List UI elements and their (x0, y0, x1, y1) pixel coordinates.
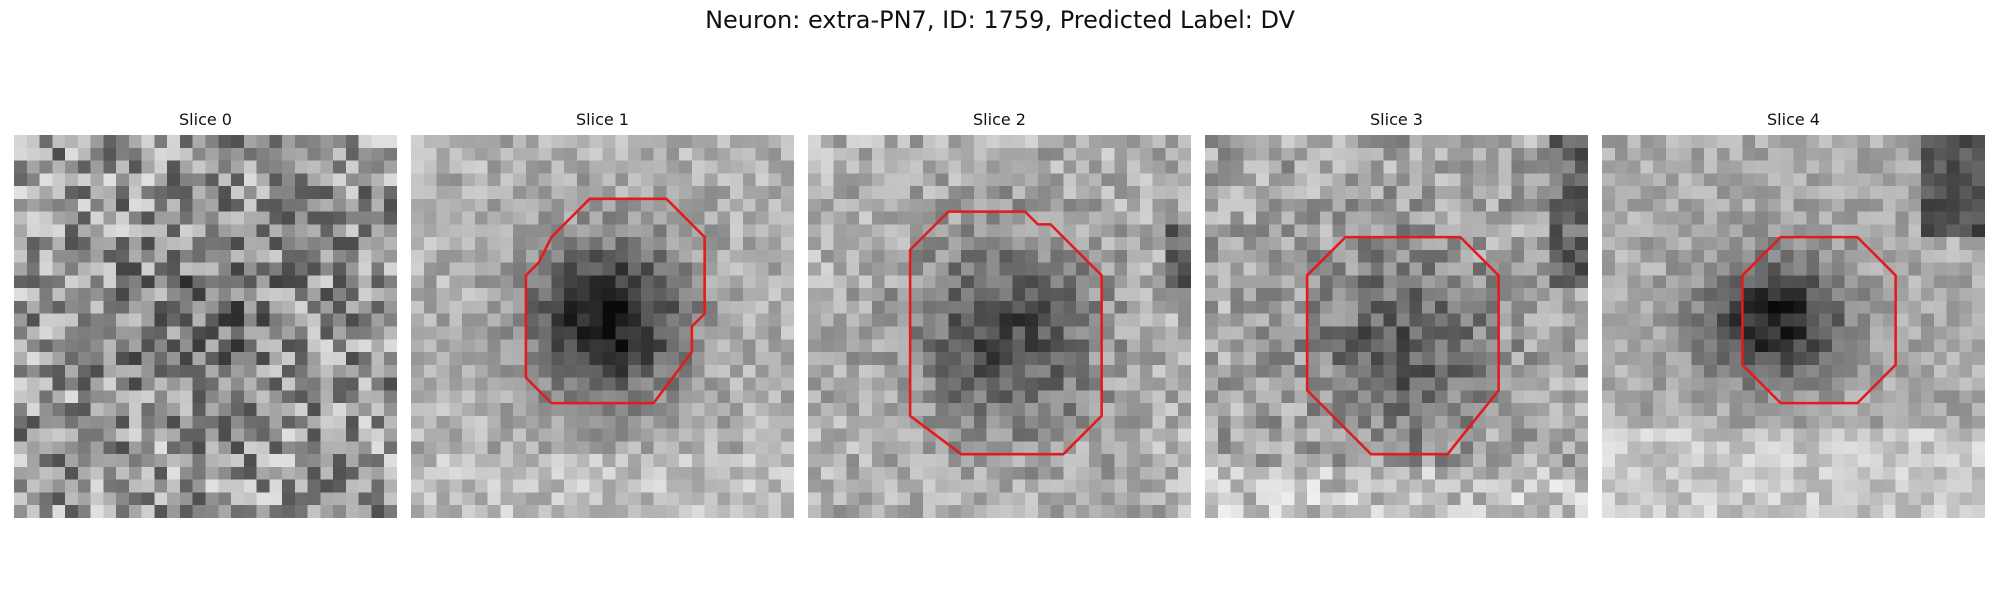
slice-image (808, 135, 1191, 518)
slice-title: Slice 3 (1370, 110, 1423, 129)
slice-panel-4: Slice 4 (1602, 0, 1985, 520)
slice-panel-0: Slice 0 (14, 0, 397, 520)
slice-title: Slice 1 (576, 110, 629, 129)
slice-panel-2: Slice 2 (808, 0, 1191, 520)
neuron-contour (524, 197, 706, 405)
neuron-contour (1305, 235, 1500, 456)
neuron-contour (1741, 235, 1897, 405)
slice-panel-1: Slice 1 (411, 0, 794, 520)
figure-title: Neuron: extra-PN7, ID: 1759, Predicted L… (705, 6, 1295, 34)
contour-overlay (1305, 235, 1500, 456)
grayscale-image (1602, 135, 1985, 518)
neuron-contour (908, 210, 1103, 456)
slice-image (1602, 135, 1985, 518)
contour-overlay (908, 210, 1103, 456)
slice-image (411, 135, 794, 518)
slice-title: Slice 2 (973, 110, 1026, 129)
slice-title: Slice 0 (179, 110, 232, 129)
contour-overlay (1741, 235, 1897, 405)
contour-overlay (524, 197, 706, 405)
slice-title: Slice 4 (1767, 110, 1820, 129)
contour-overlay (14, 135, 397, 518)
slice-panel-3: Slice 3 (1205, 0, 1588, 520)
slice-image (1205, 135, 1588, 518)
grayscale-image (14, 135, 397, 518)
slice-image (14, 135, 397, 518)
